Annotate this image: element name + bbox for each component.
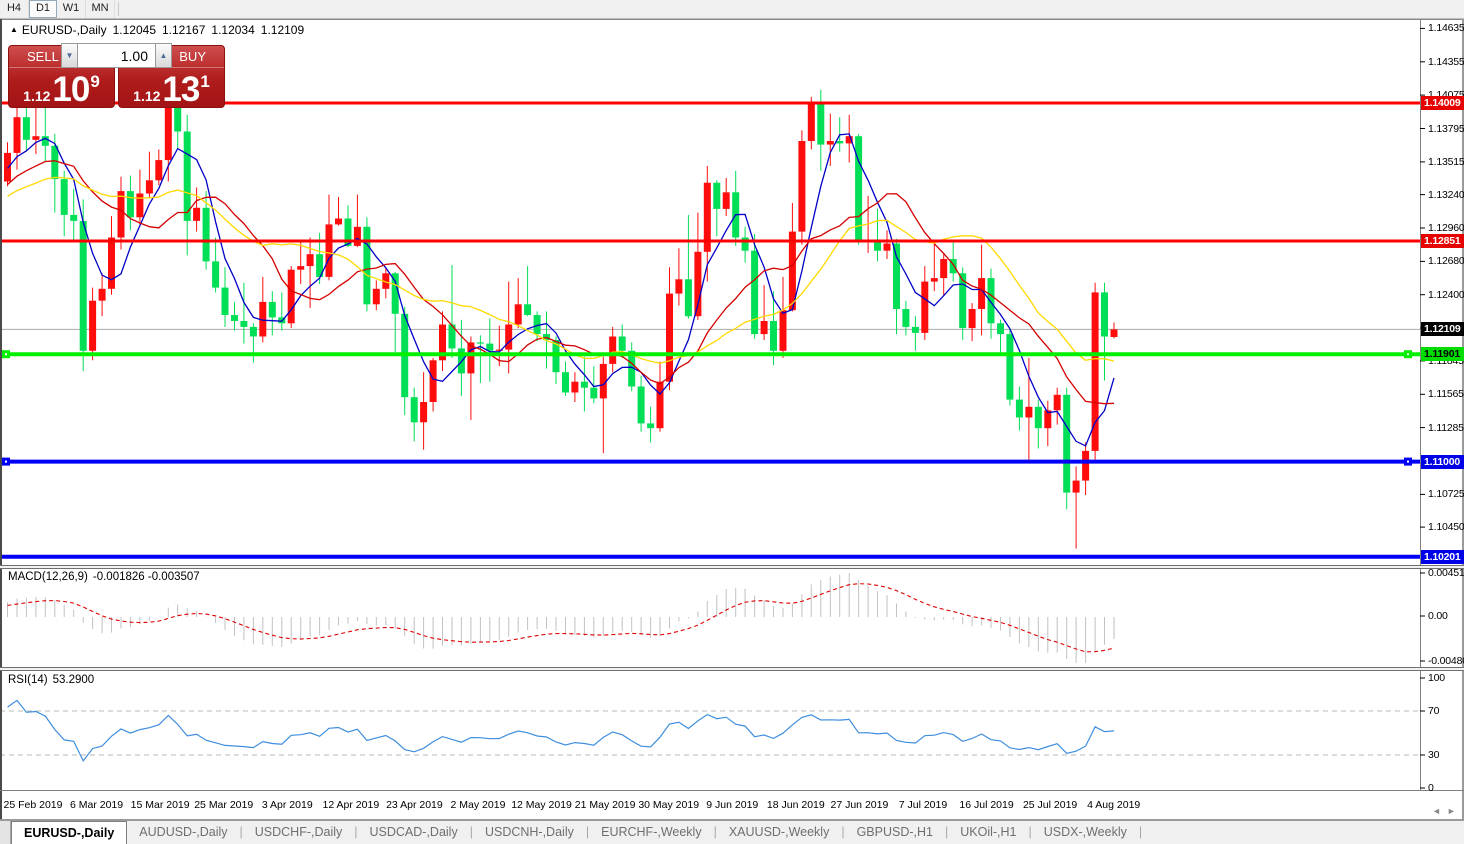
date-axis-label: 12 May 2019 xyxy=(511,799,572,811)
price-axis-label: 1.13515 xyxy=(1428,155,1464,168)
price-tag-1.14009: 1.14009 xyxy=(1421,96,1464,110)
tab-separator: | xyxy=(1028,825,1032,839)
price-tag-1.11000: 1.11000 xyxy=(1421,454,1464,469)
price-axis-label: 1.10725 xyxy=(1428,488,1464,501)
rsi-scale-label: 70 xyxy=(1428,705,1440,717)
price-axis-label: 1.13795 xyxy=(1428,122,1464,135)
tab-separator: | xyxy=(585,825,590,839)
sell-price: 1.12109 xyxy=(23,70,100,109)
date-axis-label: 25 Feb 2019 xyxy=(3,799,63,811)
rsi-scale-label: 30 xyxy=(1428,749,1440,761)
rsi-label: RSI(14) 53.2900 xyxy=(8,674,95,686)
high-value: 1.12167 xyxy=(162,23,206,37)
macd-label: MACD(12,26,9) -0.001826 -0.003507 xyxy=(8,571,200,583)
date-axis-label: 23 Apr 2019 xyxy=(386,799,443,811)
date-axis-label: 21 May 2019 xyxy=(574,799,636,811)
price-tag-1.12109: 1.12109 xyxy=(1421,322,1464,337)
price-axis-label: 1.12960 xyxy=(1428,222,1464,234)
tab-audusd-daily[interactable]: AUDUSD-,Daily xyxy=(139,825,228,839)
tab-separator: | xyxy=(841,825,845,839)
tab-separator: | xyxy=(239,825,243,839)
timeframe-toolbar: H4 D1 W1 MN xyxy=(0,0,1464,19)
price-axis-label: 1.14355 xyxy=(1428,55,1464,68)
scroll-right-icon: ► xyxy=(1446,806,1462,816)
tab-separator: | xyxy=(1138,825,1143,839)
tab-usdcad-daily[interactable]: USDCAD-,Daily xyxy=(369,825,458,839)
price-axis-label: 1.11285 xyxy=(1428,421,1464,434)
volume-input[interactable] xyxy=(78,43,155,68)
timeframe-button-mn[interactable]: MN xyxy=(86,0,115,18)
open-value: 1.12045 xyxy=(112,23,156,37)
tab-gbpusd-h1[interactable]: GBPUSD-,H1 xyxy=(856,825,933,839)
tab-usdx-weekly[interactable]: USDX-,Weekly xyxy=(1043,825,1127,839)
chart-tab-bar: EURUSD-,Daily AUDUSD-,Daily | USDCHF-,Daily… xyxy=(0,820,1464,844)
date-axis-label: 18 Jun 2019 xyxy=(766,799,825,811)
tab-separator: | xyxy=(944,825,949,839)
symbol-period-label: EURUSD-,Daily xyxy=(21,23,107,37)
date-axis-label: 12 Apr 2019 xyxy=(322,799,380,811)
macd-values: -0.001826 -0.003507 xyxy=(92,571,200,583)
chart-title: ▲ EURUSD-,Daily 1.12045 1.12167 1.12034 1.121… xyxy=(10,23,304,37)
date-axis-label: 4 Aug 2019 xyxy=(1087,799,1141,811)
date-axis-label: 25 Jul 2019 xyxy=(1022,799,1078,811)
tab-usdchf-daily[interactable]: USDCHF-,Daily xyxy=(254,825,343,839)
low-value: 1.12034 xyxy=(211,23,255,37)
tab-separator: | xyxy=(713,825,717,839)
date-axis-label: 30 May 2019 xyxy=(638,799,700,811)
price-axis-label: 1.12400 xyxy=(1428,288,1464,301)
tab-eurchf-weekly[interactable]: EURCHF-,Weekly xyxy=(601,825,702,839)
date-axis-label: 2 May 2019 xyxy=(450,799,506,811)
timeframe-button-h4[interactable]: H4 xyxy=(0,0,29,18)
tab-strip-edge xyxy=(0,821,11,844)
macd-scale-label: 0.004517 xyxy=(1428,567,1464,579)
tab-eurusd-daily[interactable]: EURUSD-,Daily xyxy=(11,821,128,844)
volume-increase-button[interactable]: ▲ xyxy=(155,43,172,68)
date-axis-label: 16 Jul 2019 xyxy=(959,799,1014,811)
rsi-value: 53.2900 xyxy=(52,674,95,686)
date-axis-label: 7 Jul 2019 xyxy=(898,799,948,811)
tab-ukoil-h1[interactable]: UKOil-,H1 xyxy=(960,825,1017,839)
price-axis-label: 1.11565 xyxy=(1428,388,1464,401)
one-click-trading-panel: SELL 1.12109 BUY 1.12131 ▼ ▲ xyxy=(8,43,225,109)
date-axis-label: 15 Mar 2019 xyxy=(130,799,190,811)
rsi-scale-label: 0 xyxy=(1428,782,1434,794)
timeframe-button-w1[interactable]: W1 xyxy=(57,0,86,18)
price-axis-label: 1.14635 xyxy=(1428,22,1464,35)
collapse-triangle-icon[interactable]: ▲ xyxy=(10,25,18,34)
price-axis-label: 1.12680 xyxy=(1428,255,1464,268)
date-axis-label: 9 Jun 2019 xyxy=(706,799,759,811)
tab-separator: | xyxy=(354,825,358,839)
macd-scale-label: -0.004806 xyxy=(1428,655,1464,667)
date-axis-label: 25 Mar 2019 xyxy=(194,799,254,811)
toolbar-separator xyxy=(118,2,119,16)
date-axis-label: 6 Mar 2019 xyxy=(70,799,124,811)
rsi-scale-label: 100 xyxy=(1428,672,1445,684)
price-axis-label: 1.13240 xyxy=(1428,188,1464,201)
buy-price: 1.12131 xyxy=(133,70,210,109)
tab-usdcnh-daily[interactable]: USDCNH-,Daily xyxy=(484,825,574,839)
macd-scale-label: 0.00 xyxy=(1428,610,1448,622)
price-tag-1.10201: 1.10201 xyxy=(1421,549,1464,564)
close-value: 1.12109 xyxy=(260,23,305,37)
tab-separator: | xyxy=(469,825,473,839)
price-axis-label: 1.10450 xyxy=(1428,521,1464,534)
volume-control: ▼ ▲ xyxy=(61,43,172,68)
price-tag-1.11901: 1.11901 xyxy=(1421,347,1464,362)
date-axis-label: 27 Jun 2019 xyxy=(830,799,889,811)
volume-decrease-button[interactable]: ▼ xyxy=(61,43,78,68)
price-tag-1.12851: 1.12851 xyxy=(1421,234,1464,248)
tab-xauusd-weekly[interactable]: XAUUSD-,Weekly xyxy=(728,825,830,839)
horizontal-scrollbar[interactable]: ◄► xyxy=(1432,806,1462,816)
date-axis-label: 3 Apr 2019 xyxy=(261,799,313,811)
scroll-left-icon: ◄ xyxy=(1432,806,1447,816)
timeframe-button-d1[interactable]: D1 xyxy=(29,0,57,18)
